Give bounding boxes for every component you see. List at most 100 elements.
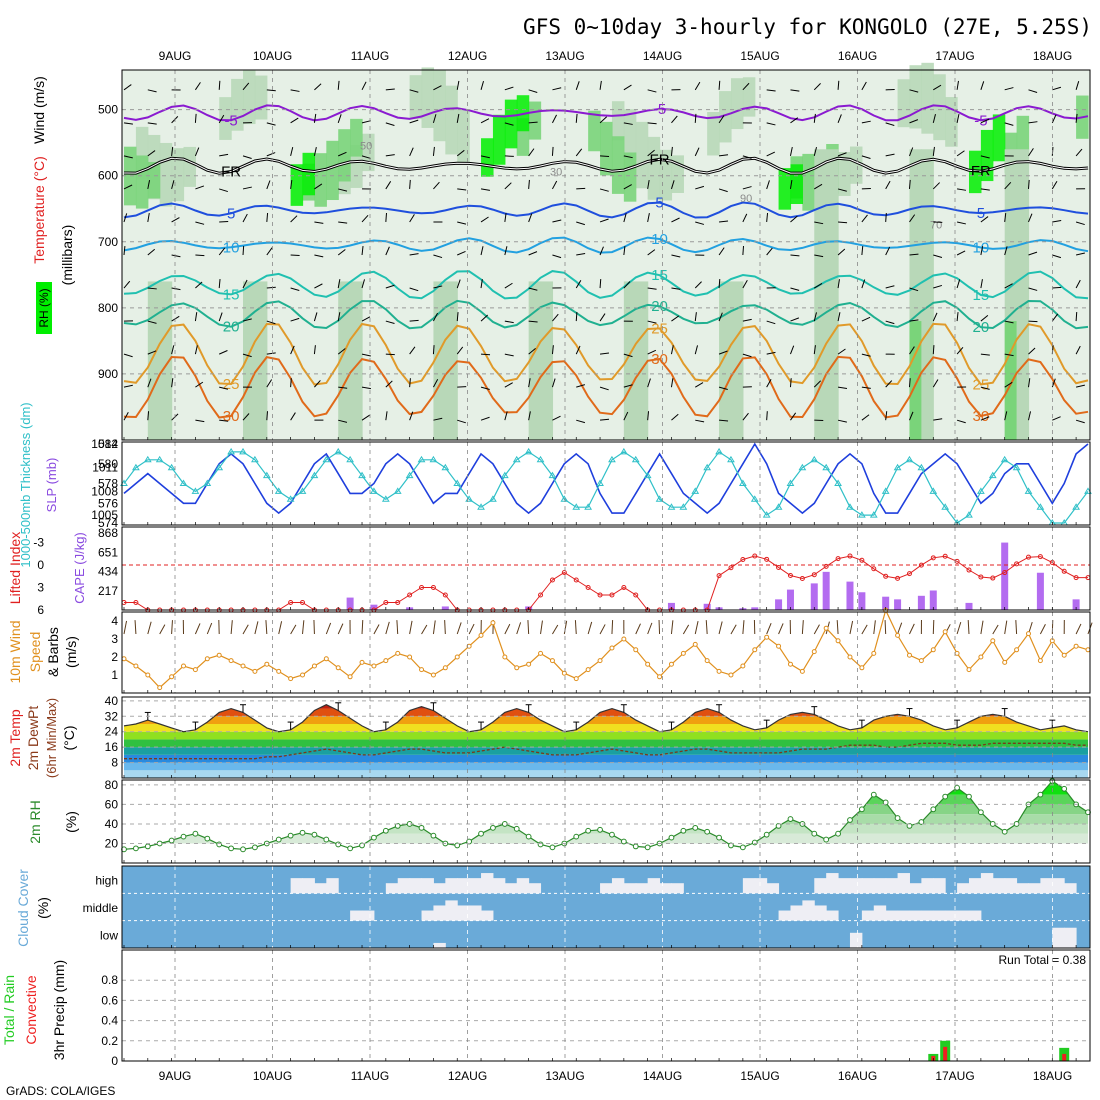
wind10m-barb [265, 620, 268, 635]
wind-barb [266, 411, 268, 421]
wind-barb [719, 154, 729, 157]
rh2m-point [644, 844, 651, 851]
slp-point [762, 511, 771, 518]
slp-point [322, 455, 331, 463]
wind-barb [933, 284, 943, 289]
wind-barb [623, 384, 633, 388]
wind-barb [123, 122, 133, 125]
wind-barb [1004, 122, 1014, 126]
wind-barb [909, 411, 914, 421]
wind10m-barb [670, 620, 674, 635]
cloud-high-bar [754, 878, 768, 894]
wind10m-point [823, 625, 829, 631]
cape-bar [751, 607, 759, 610]
cloud-high-bar [885, 878, 899, 894]
wind-barb [433, 85, 442, 91]
wind10m-barb [134, 620, 137, 635]
rh2m-point [620, 838, 627, 845]
date-label-bottom: 13AUG [545, 1069, 584, 1083]
isotherm-label: 5 [227, 205, 235, 222]
wind-barb [195, 254, 205, 257]
li-point [823, 563, 829, 569]
cloud-middle-bar [481, 910, 494, 921]
rh-shade [159, 281, 173, 440]
rh2m-point [275, 836, 282, 843]
wind-barb [956, 113, 960, 123]
wind10m-point [526, 661, 532, 667]
cloud-high-bar [1064, 883, 1077, 894]
precip-legend-convective: Convective [23, 975, 39, 1044]
wind-barb [195, 185, 205, 190]
wind10m-axis-label-1: 10m Wind [7, 620, 23, 683]
wind10m-point [1073, 643, 1079, 649]
cape-tick-label: 868 [98, 526, 118, 540]
wind-barb [123, 353, 133, 358]
cloud-high-bar [814, 878, 827, 894]
cape-bar [917, 595, 925, 610]
wind-barb [623, 246, 626, 256]
wind-barb [194, 113, 197, 123]
li-point [538, 592, 544, 598]
wind-barb [528, 287, 538, 291]
wind-barb [980, 118, 990, 124]
wind10m-point [1014, 647, 1020, 653]
wind10m-point [407, 654, 413, 660]
wind-barb [433, 181, 440, 190]
temp-tick-label: 16 [105, 740, 119, 754]
li-tick-label: 0 [37, 558, 44, 572]
wind-barb [266, 152, 276, 157]
rh2m-point [478, 830, 484, 837]
rh-shade [611, 101, 625, 141]
isotherm-10 [123, 236, 1089, 254]
wind10m-point [787, 661, 793, 667]
li-point [930, 555, 936, 561]
wind-barb [814, 221, 824, 225]
wind-barb [504, 246, 508, 256]
wind-barb [1052, 416, 1061, 421]
wind-barb [766, 351, 776, 355]
thickness-tick-label: 576 [98, 496, 118, 510]
wind-barb [218, 80, 221, 90]
wind-barb [909, 253, 919, 256]
rh-shade [635, 121, 649, 189]
cloud-high-bar [457, 878, 470, 894]
wind10m-barb [527, 620, 530, 635]
wind-barb [576, 221, 585, 226]
temp-band [124, 716, 1088, 724]
rh-shade [588, 110, 601, 152]
wind-barb [194, 147, 200, 157]
rh-shade [992, 114, 1006, 162]
wind-barb [171, 315, 180, 322]
li-point [133, 600, 139, 605]
cloud-middle-bar [790, 905, 803, 921]
wind-barb [909, 214, 916, 223]
wind-barb [219, 153, 229, 157]
wind-barb [695, 419, 705, 423]
wind-barb [504, 182, 512, 190]
rh2m-tick-label: 20 [105, 836, 119, 850]
cloud-high-bar [504, 883, 518, 894]
wind-barb [457, 386, 467, 388]
li-point [871, 566, 877, 572]
isotherm-label: 15 [973, 287, 990, 304]
wind-barb [742, 186, 752, 190]
rh-shade [647, 136, 661, 200]
cloud-high-bar [980, 873, 994, 894]
wind10m-barb [909, 623, 915, 635]
wind-barb [908, 378, 911, 388]
wind-barb [885, 212, 887, 222]
cloud-high-bar [849, 878, 863, 894]
wind10m-barb [230, 620, 233, 635]
cloud-high-bar [1016, 883, 1029, 894]
precip-conv-bar [943, 1046, 948, 1061]
wind-barb [766, 151, 776, 157]
slp-point [132, 463, 140, 471]
wind-barb [313, 312, 318, 322]
wind-barb [599, 188, 609, 192]
date-label-bottom: 10AUG [253, 1069, 292, 1083]
wind-barb [671, 287, 681, 290]
wind-barb [790, 317, 800, 322]
wind-barb [623, 353, 633, 358]
wind-barb [266, 122, 276, 126]
